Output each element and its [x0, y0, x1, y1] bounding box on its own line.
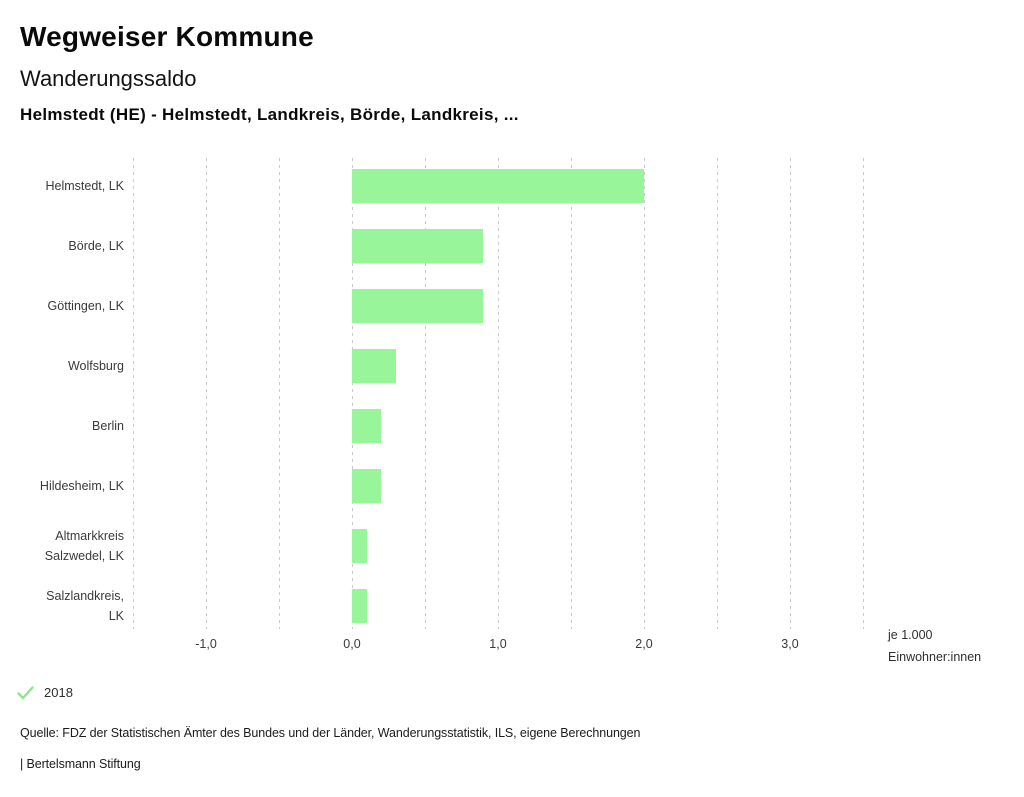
gridline: [790, 158, 791, 629]
category-label-line: LK: [108, 609, 124, 623]
category-label: Berlin: [0, 416, 124, 436]
region-selection: Helmstedt (HE) - Helmstedt, Landkreis, B…: [20, 105, 519, 124]
gridline: [498, 158, 499, 629]
bar-helmstedt-lk[interactable]: [352, 169, 644, 203]
category-label-line: Berlin: [92, 419, 124, 433]
x-tick-label: 3,0: [781, 637, 799, 651]
category-label: Salzlandkreis, LK: [0, 586, 124, 626]
bar-berlin[interactable]: [352, 409, 382, 443]
gridline: [352, 158, 353, 629]
gridline: [133, 158, 134, 629]
category-label-line: Salzlandkreis,: [46, 589, 124, 603]
category-label: Wolfsburg: [0, 356, 124, 376]
category-label-line: Börde, LK: [68, 239, 124, 253]
app-title: Wegweiser Kommune: [20, 21, 314, 52]
category-label-line: Hildesheim, LK: [39, 479, 124, 493]
category-label-line: Wolfsburg: [67, 359, 124, 373]
axis-unit-line-1: je 1.000: [888, 628, 933, 642]
gridline: [279, 158, 280, 629]
gridline: [644, 158, 645, 629]
branding-note: | Bertelsmann Stiftung: [20, 757, 141, 771]
category-label: Helmstedt, LK: [0, 176, 124, 196]
category-label-line: Altmarkkreis: [55, 529, 124, 543]
category-label-line: Göttingen, LK: [47, 299, 124, 313]
gridline: [425, 158, 426, 629]
category-label-line: Salzwedel, LK: [44, 549, 124, 563]
chart-title: Wanderungssaldo: [20, 66, 197, 91]
gridline: [206, 158, 207, 629]
category-label: Altmarkkreis Salzwedel, LK: [0, 526, 124, 566]
axis-unit-line-2: Einwohner:innen: [888, 649, 982, 664]
x-tick-label: 1,0: [489, 637, 507, 651]
checkmark-icon: [17, 685, 34, 699]
axis-unit-label: je 1.000 Einwohner:innen: [888, 625, 981, 668]
x-tick-label: 0,0: [343, 637, 361, 651]
bar-b-rde-lk[interactable]: [352, 229, 484, 263]
bar-salzlandkreis-lk[interactable]: [352, 589, 367, 623]
category-label-line: Helmstedt, LK: [45, 179, 124, 193]
category-label: Göttingen, LK: [0, 296, 124, 316]
bar-wolfsburg[interactable]: [352, 349, 396, 383]
category-label: Hildesheim, LK: [0, 476, 124, 496]
gridline: [571, 158, 572, 629]
bar-hildesheim-lk[interactable]: [352, 469, 382, 503]
x-tick-label: -1,0: [195, 637, 217, 651]
source-note: Quelle: FDZ der Statistischen Ämter des …: [20, 726, 641, 740]
legend-label: 2018: [44, 685, 73, 700]
category-label: Börde, LK: [0, 236, 124, 256]
x-tick-label: 2,0: [635, 637, 653, 651]
bar-altmarkkreis-salzwedel-lk[interactable]: [352, 529, 367, 563]
gridline: [863, 158, 864, 629]
bar-g-ttingen-lk[interactable]: [352, 289, 484, 323]
legend-item-2018[interactable]: 2018: [17, 685, 73, 700]
gridline: [717, 158, 718, 629]
